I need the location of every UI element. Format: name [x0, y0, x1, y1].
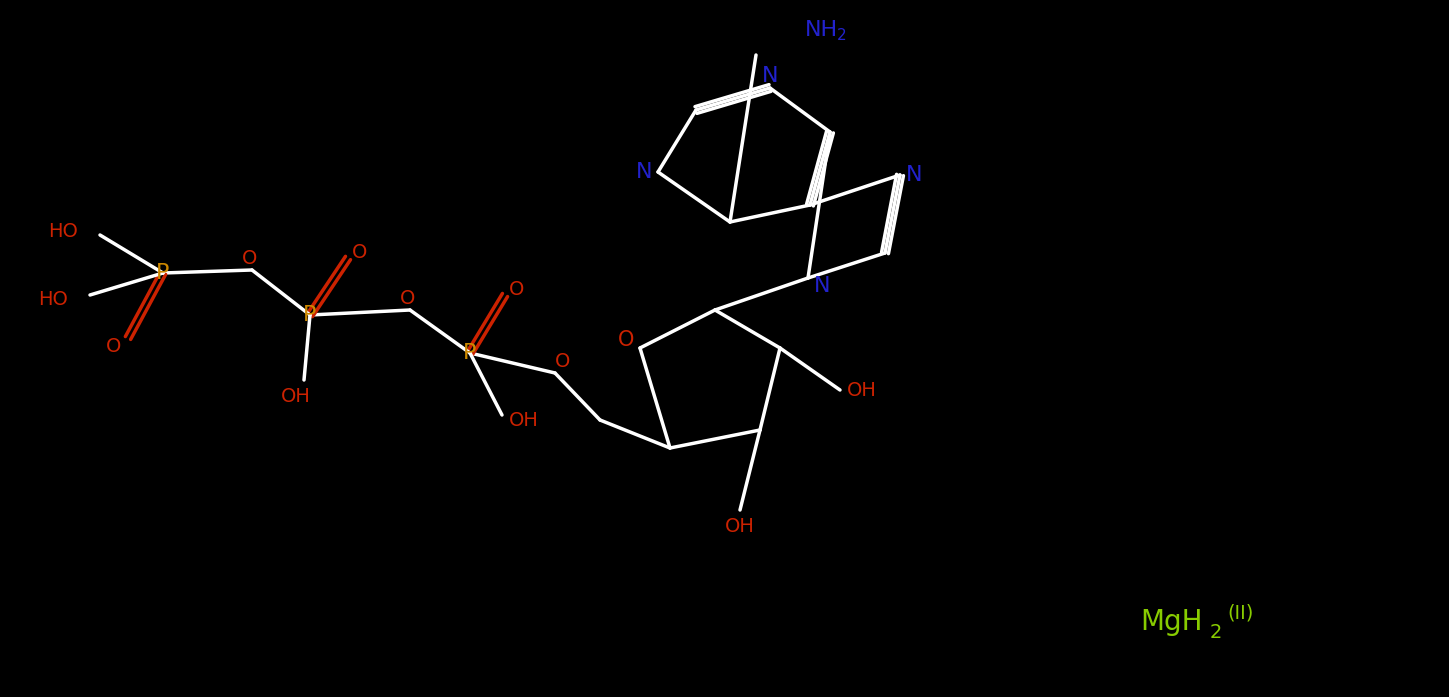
Text: N: N: [762, 66, 778, 86]
Text: O: O: [509, 279, 525, 298]
Text: P: P: [156, 263, 170, 283]
Text: N: N: [814, 276, 830, 296]
Text: OH: OH: [281, 387, 312, 406]
Text: O: O: [352, 243, 368, 261]
Text: P: P: [303, 305, 317, 325]
Text: N: N: [906, 165, 922, 185]
Text: O: O: [242, 249, 258, 268]
Text: OH: OH: [724, 516, 755, 535]
Text: O: O: [617, 330, 635, 350]
Text: O: O: [555, 351, 571, 371]
Text: NH: NH: [806, 20, 838, 40]
Text: N: N: [636, 162, 652, 182]
Text: OH: OH: [848, 381, 877, 399]
Text: 2: 2: [838, 27, 846, 43]
Text: OH: OH: [509, 411, 539, 429]
Text: O: O: [106, 337, 122, 355]
Text: HO: HO: [48, 222, 78, 240]
Text: O: O: [400, 289, 416, 307]
Text: (II): (II): [1227, 604, 1253, 622]
Text: HO: HO: [38, 289, 68, 309]
Text: MgH: MgH: [1140, 608, 1203, 636]
Text: 2: 2: [1210, 622, 1223, 641]
Text: P: P: [464, 343, 477, 363]
